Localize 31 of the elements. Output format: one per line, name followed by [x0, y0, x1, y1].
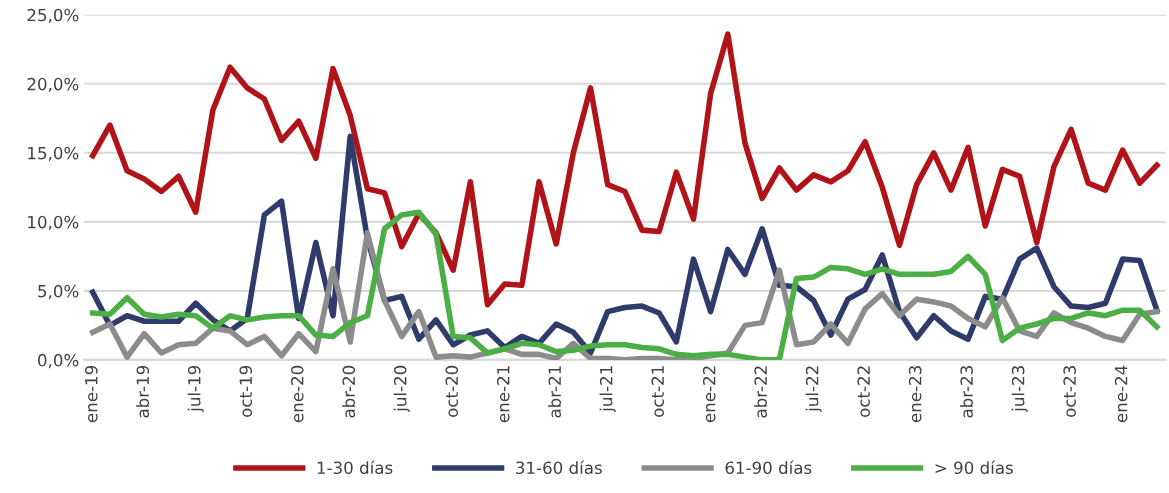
- x-tick-label: ene-19: [84, 365, 98, 423]
- x-tick-label: oct-23: [1063, 366, 1076, 417]
- legend-label: > 90 días: [935, 460, 1013, 475]
- y-tick-label: 15,0%: [28, 146, 79, 162]
- x-tick-label: ene-22: [702, 366, 716, 423]
- x-tick-label: abr-21: [548, 366, 562, 418]
- legend-label: 61-90 días: [725, 460, 812, 475]
- y-tick-label: 5,0%: [38, 284, 79, 300]
- x-tick-label: ene-20: [290, 365, 304, 423]
- y-tick-label: 20,0%: [27, 77, 79, 93]
- y-tick-label: 25,0%: [27, 8, 79, 24]
- x-tick-label: ene-23: [908, 366, 922, 423]
- y-tick-label: 0,0%: [38, 353, 79, 369]
- x-tick-label: abr-20: [342, 365, 356, 418]
- x-tick-label: jul-21: [599, 366, 616, 413]
- x-tick-label: abr-23: [960, 366, 973, 418]
- legend-label: 31-60 días: [516, 460, 602, 475]
- x-tick-label: jul-19: [187, 365, 204, 413]
- x-tick-label: jul-22: [805, 366, 822, 413]
- x-tick-label: abr-19: [136, 365, 150, 418]
- x-tick-label: jul-20: [393, 365, 410, 413]
- legend-label: 1-30 días: [317, 460, 393, 475]
- y-tick-label: 10,0%: [28, 215, 79, 231]
- x-tick-label: ene-21: [496, 366, 510, 423]
- x-tick-label: oct-21: [651, 366, 664, 417]
- x-tick-label: abr-22: [754, 366, 767, 418]
- x-tick-label: ene-24: [1114, 365, 1128, 423]
- x-tick-label: oct-19: [239, 365, 253, 417]
- x-tick-label: oct-20: [445, 365, 459, 417]
- x-tick-label: jul-23: [1011, 366, 1028, 413]
- x-tick-label: oct-22: [857, 366, 870, 417]
